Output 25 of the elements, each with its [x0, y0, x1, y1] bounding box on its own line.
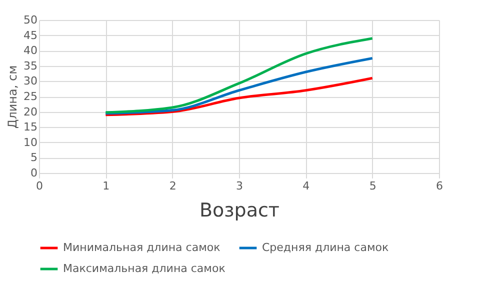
line-series [104, 76, 374, 116]
legend-label: Средняя длина самок [262, 241, 389, 254]
line-series [104, 57, 374, 115]
y-tick-label: 25 [24, 90, 38, 103]
legend-label: Минимальная длина самок [63, 241, 221, 254]
y-tick-label: 50 [24, 14, 38, 26]
x-tick-label: 3 [236, 180, 243, 192]
y-tick-label: 40 [24, 44, 38, 58]
y-axis-title: Длина, см [6, 65, 20, 129]
y-tick-label: 15 [24, 120, 38, 134]
legend-label: Максимальная длина самок [63, 262, 226, 275]
y-tick-label: 10 [24, 136, 38, 149]
x-tick-label: 2 [169, 180, 176, 192]
y-tick-label: 30 [24, 74, 38, 88]
x-axis-title: Возраст [200, 200, 280, 222]
y-tick-label: 20 [24, 105, 38, 118]
x-tick-label: 6 [436, 180, 443, 192]
line-series [104, 37, 374, 114]
y-tick-label: 5 [30, 151, 38, 164]
x-tick-label: 4 [302, 180, 310, 192]
x-tick-label: 5 [369, 180, 376, 192]
y-tick-label: 0 [30, 166, 38, 180]
x-tick-label: 1 [102, 180, 110, 192]
y-tick-label: 45 [24, 28, 38, 42]
y-tick-label: 35 [24, 59, 38, 72]
